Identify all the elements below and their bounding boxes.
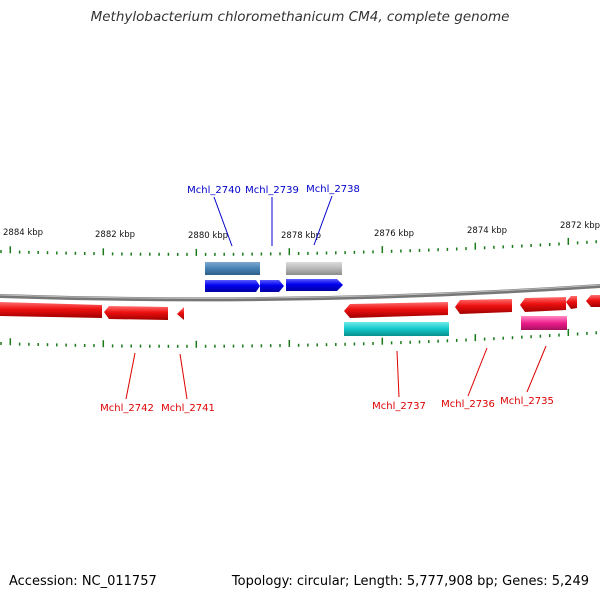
gene-arrow-small-b[interactable]	[586, 295, 600, 307]
forward-label-leaders	[213, 195, 333, 247]
scale-label-2874: 2874 kbp	[467, 226, 507, 236]
leader-mchl-2738	[313, 195, 333, 246]
leader-mchl-2737	[396, 350, 400, 398]
feature-gray-block[interactable]	[286, 262, 342, 275]
gene-label-mchl-2740[interactable]: Mchl_2740	[187, 185, 241, 196]
scale-label-2878: 2878 kbp	[281, 231, 321, 241]
scale-ticks-inner	[0, 329, 597, 348]
reverse-gene-labels: Mchl_2742 Mchl_2741 Mchl_2737 Mchl_2736 …	[100, 396, 554, 414]
scale-label-2884: 2884 kbp	[3, 228, 43, 238]
gene-arrow-mchl-2741[interactable]	[177, 307, 184, 320]
feature-cyan-block[interactable]	[344, 322, 449, 336]
gene-arrow-mchl-2738[interactable]	[286, 279, 343, 291]
scale-label-2880: 2880 kbp	[188, 231, 228, 241]
feature-steelblue-block[interactable]	[205, 262, 260, 275]
gene-arrow-mchl-2742[interactable]	[104, 306, 168, 320]
feature-magenta-block[interactable]	[521, 316, 567, 330]
gene-arrow-mchl-2735[interactable]	[520, 297, 566, 312]
scale-label-2872: 2872 kbp	[560, 221, 600, 231]
map-title: Methylobacterium chloromethanicum CM4, c…	[90, 9, 510, 25]
gene-label-mchl-2736[interactable]: Mchl_2736	[441, 399, 495, 410]
gene-arrow-small-a[interactable]	[566, 296, 577, 309]
accession-text: Accession: NC_011757	[9, 574, 157, 589]
gene-arrow-mchl-2739[interactable]	[260, 280, 284, 292]
gene-label-mchl-2742[interactable]: Mchl_2742	[100, 403, 154, 414]
reverse-label-leaders	[125, 345, 547, 400]
gene-label-mchl-2739[interactable]: Mchl_2739	[245, 185, 299, 196]
gene-arrow-mchl-2740[interactable]	[205, 280, 260, 292]
leader-mchl-2740	[213, 196, 233, 247]
genome-backbone	[0, 284, 600, 302]
leader-mchl-2741	[179, 353, 188, 400]
scale-labels: 2884 kbp 2882 kbp 2880 kbp 2878 kbp 2876…	[3, 221, 600, 241]
gene-label-mchl-2735[interactable]: Mchl_2735	[500, 396, 554, 407]
gene-arrow-mchl-2737[interactable]	[344, 302, 448, 318]
forward-gene-labels: Mchl_2740 Mchl_2739 Mchl_2738	[187, 184, 360, 196]
leader-mchl-2736	[467, 347, 488, 397]
scale-label-2876: 2876 kbp	[374, 229, 414, 239]
leader-mchl-2742	[125, 352, 136, 400]
genome-summary-text: Topology: circular; Length: 5,777,908 bp…	[231, 574, 589, 589]
scale-label-2882: 2882 kbp	[95, 230, 135, 240]
leader-mchl-2735	[526, 345, 547, 393]
gene-arrow-mchl-2742-a[interactable]	[0, 302, 102, 318]
gene-arrow-mchl-2736[interactable]	[455, 299, 512, 314]
gene-label-mchl-2741[interactable]: Mchl_2741	[161, 403, 215, 414]
genome-backbone-highlight	[0, 284, 600, 299]
gene-label-mchl-2738[interactable]: Mchl_2738	[306, 184, 360, 195]
scale-ticks-outer	[0, 237, 597, 256]
gene-label-mchl-2737[interactable]: Mchl_2737	[372, 401, 426, 412]
